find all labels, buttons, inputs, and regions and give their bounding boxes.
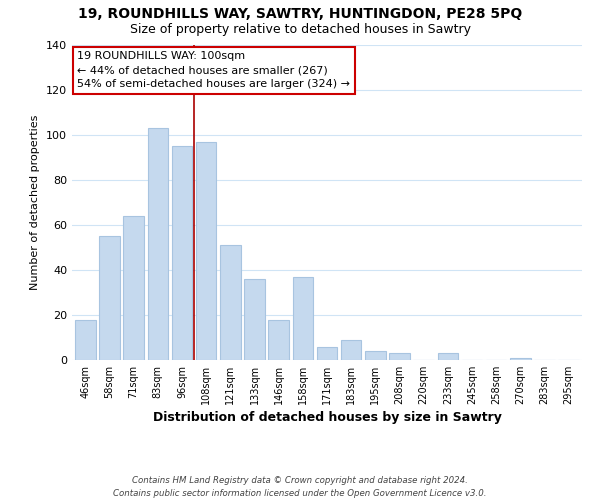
Bar bbox=[196, 142, 217, 360]
Text: Contains HM Land Registry data © Crown copyright and database right 2024.
Contai: Contains HM Land Registry data © Crown c… bbox=[113, 476, 487, 498]
Bar bbox=[437, 353, 458, 360]
Text: 19 ROUNDHILLS WAY: 100sqm
← 44% of detached houses are smaller (267)
54% of semi: 19 ROUNDHILLS WAY: 100sqm ← 44% of detac… bbox=[77, 52, 350, 90]
Bar bbox=[244, 279, 265, 360]
Bar bbox=[510, 358, 530, 360]
Bar bbox=[172, 146, 192, 360]
Bar bbox=[389, 353, 410, 360]
Bar bbox=[365, 351, 386, 360]
Bar bbox=[341, 340, 361, 360]
Bar bbox=[124, 216, 144, 360]
Text: 19, ROUNDHILLS WAY, SAWTRY, HUNTINGDON, PE28 5PQ: 19, ROUNDHILLS WAY, SAWTRY, HUNTINGDON, … bbox=[78, 8, 522, 22]
Bar bbox=[220, 245, 241, 360]
Bar bbox=[99, 236, 120, 360]
Text: Size of property relative to detached houses in Sawtry: Size of property relative to detached ho… bbox=[130, 24, 470, 36]
Bar bbox=[268, 320, 289, 360]
Bar bbox=[293, 277, 313, 360]
Bar bbox=[317, 346, 337, 360]
Bar bbox=[148, 128, 168, 360]
X-axis label: Distribution of detached houses by size in Sawtry: Distribution of detached houses by size … bbox=[152, 411, 502, 424]
Bar bbox=[75, 320, 95, 360]
Y-axis label: Number of detached properties: Number of detached properties bbox=[31, 115, 40, 290]
